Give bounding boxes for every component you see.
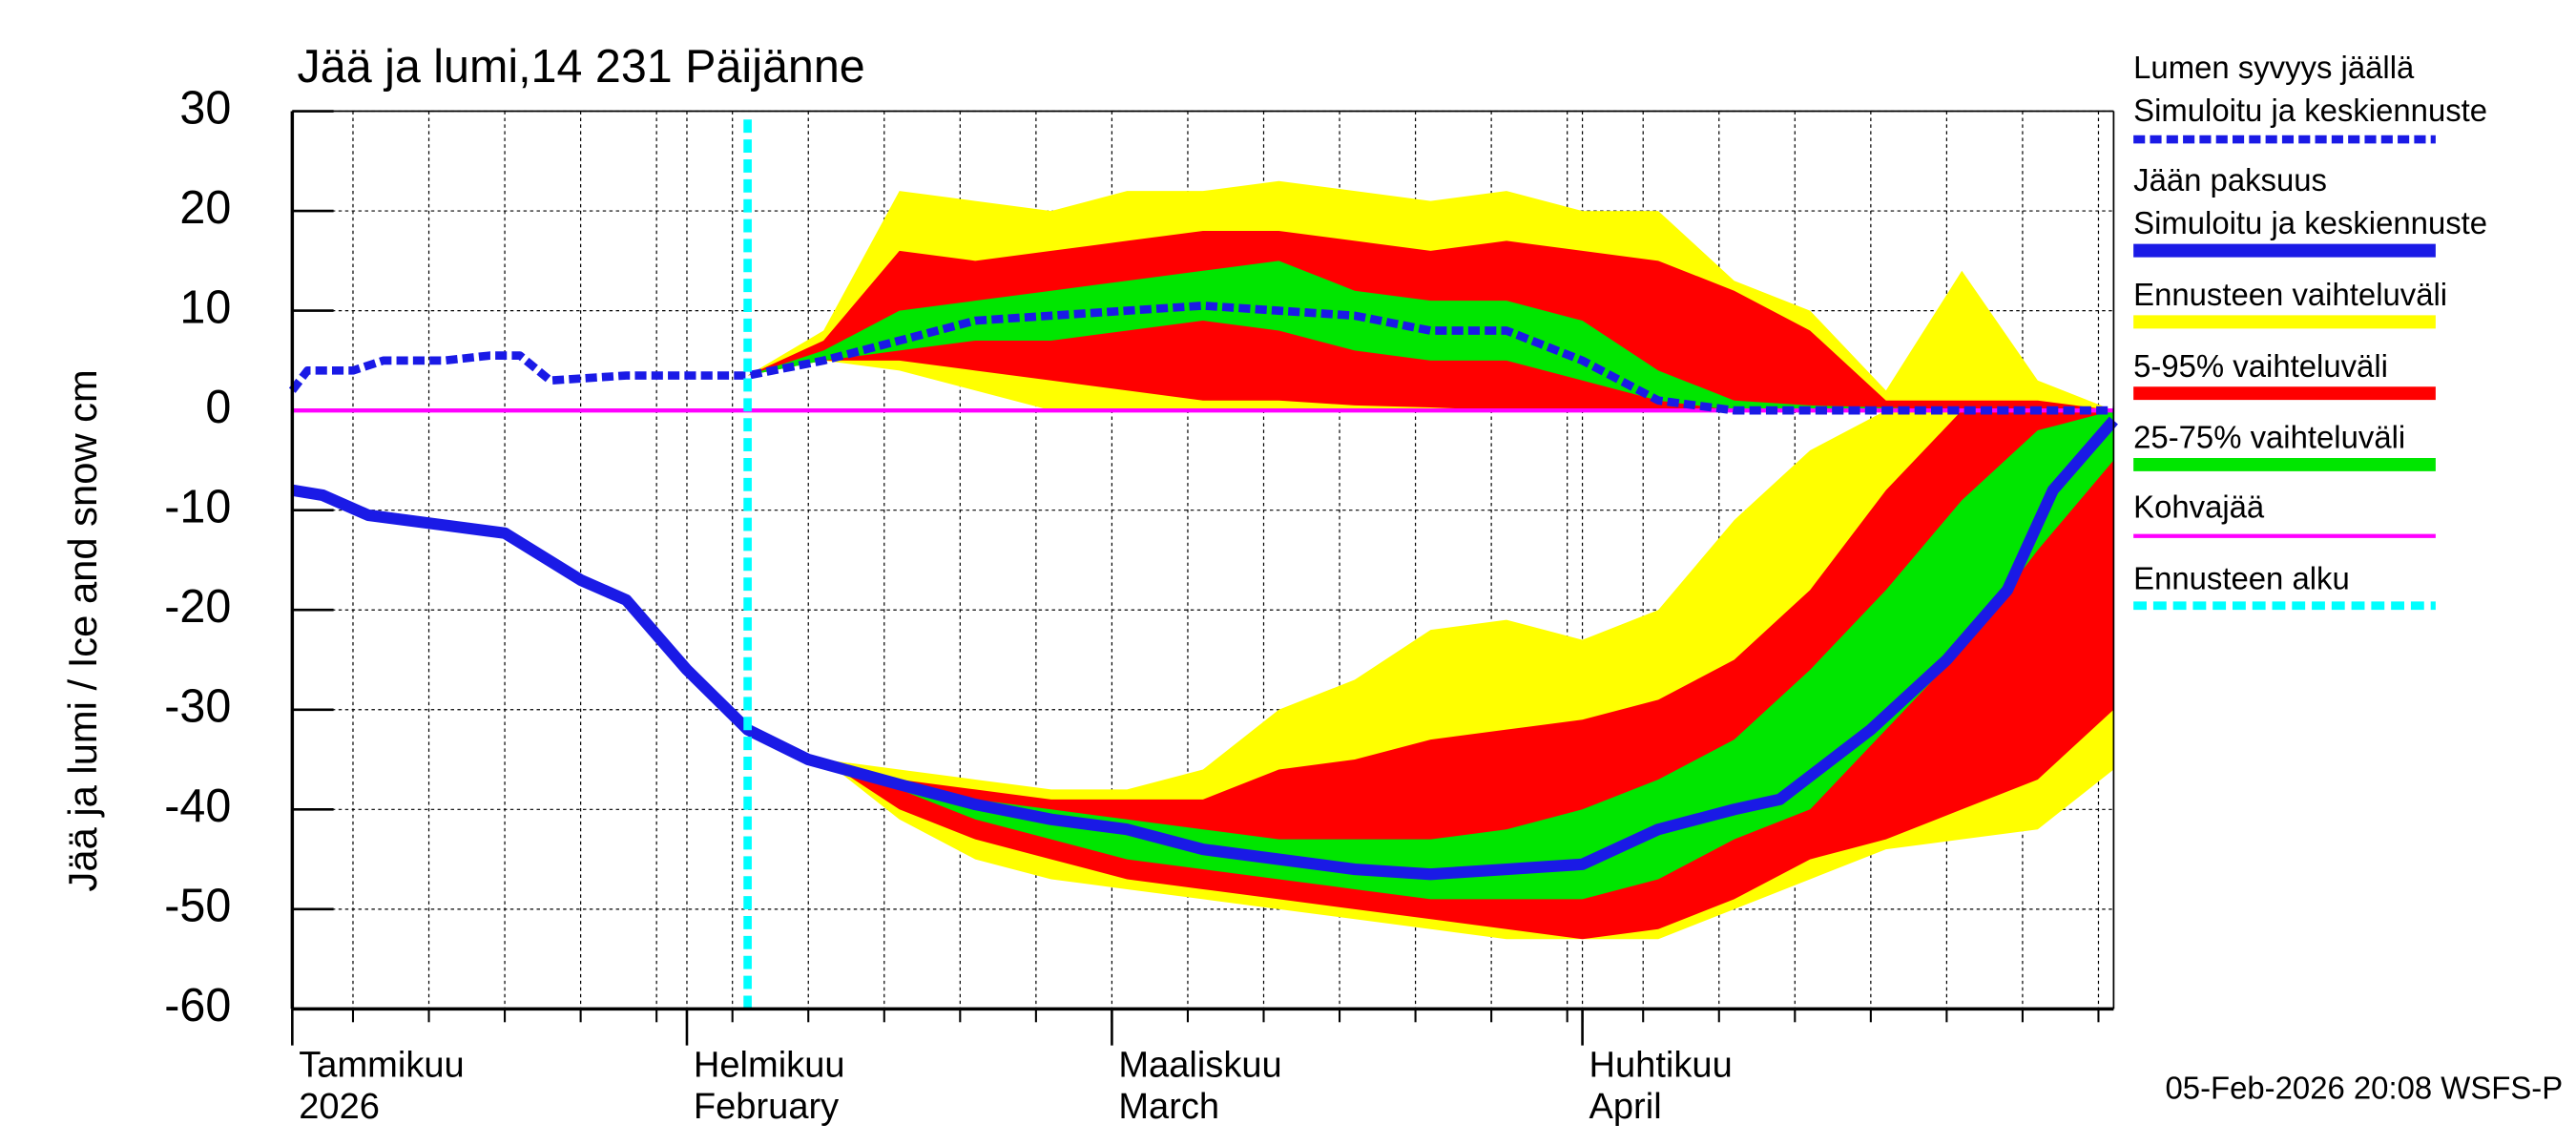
legend-label: Lumen syvyys jäällä bbox=[2133, 50, 2415, 85]
legend-sublabel: Simuloitu ja keskiennuste bbox=[2133, 205, 2487, 240]
legend-label: Ennusteen vaihteluväli bbox=[2133, 277, 2447, 312]
y-tick-label: 10 bbox=[179, 281, 231, 333]
x-tick-label: Maaliskuu bbox=[1118, 1044, 1281, 1085]
y-tick-label: 0 bbox=[205, 382, 231, 433]
y-tick-label: -30 bbox=[164, 681, 231, 733]
series-line bbox=[291, 416, 2118, 881]
y-tick-label: -10 bbox=[164, 481, 231, 532]
x-tick-sublabel: April bbox=[1589, 1086, 1662, 1127]
band-area bbox=[747, 410, 2114, 900]
x-tick-sublabel: February bbox=[694, 1086, 839, 1127]
y-tick-label: 20 bbox=[179, 182, 231, 234]
chart-title: Jää ja lumi,14 231 Päijänne bbox=[298, 41, 865, 93]
footer: 05-Feb-2026 20:08 WSFS-P bbox=[2166, 1070, 2564, 1105]
legend-label: Ennusteen alku bbox=[2133, 560, 2350, 595]
y-tick-label: -60 bbox=[164, 980, 231, 1031]
x-tick-sublabel: March bbox=[1118, 1086, 1219, 1127]
x-tick-label: Tammikuu bbox=[299, 1044, 464, 1085]
x-tick-sublabel: 2026 bbox=[299, 1086, 380, 1127]
x-tick-label: Helmikuu bbox=[694, 1044, 845, 1085]
band-area bbox=[747, 260, 2114, 411]
y-axis-label: Jää ja lumi / Ice and snow cm bbox=[60, 369, 105, 891]
legend-label: Jään paksuus bbox=[2133, 162, 2327, 198]
legend-label: 25-75% vaihteluväli bbox=[2133, 420, 2405, 455]
legend-label: Kohvajää bbox=[2133, 489, 2265, 525]
y-tick-label: -50 bbox=[164, 881, 231, 932]
x-tick-label: Huhtikuu bbox=[1589, 1044, 1733, 1085]
legend-label: 5-95% vaihteluväli bbox=[2133, 348, 2388, 384]
legend-sublabel: Simuloitu ja keskiennuste bbox=[2133, 93, 2487, 128]
series-line bbox=[288, 302, 2114, 415]
y-tick-label: -40 bbox=[164, 781, 231, 832]
y-tick-label: 30 bbox=[179, 82, 231, 134]
y-tick-label: -20 bbox=[164, 581, 231, 633]
